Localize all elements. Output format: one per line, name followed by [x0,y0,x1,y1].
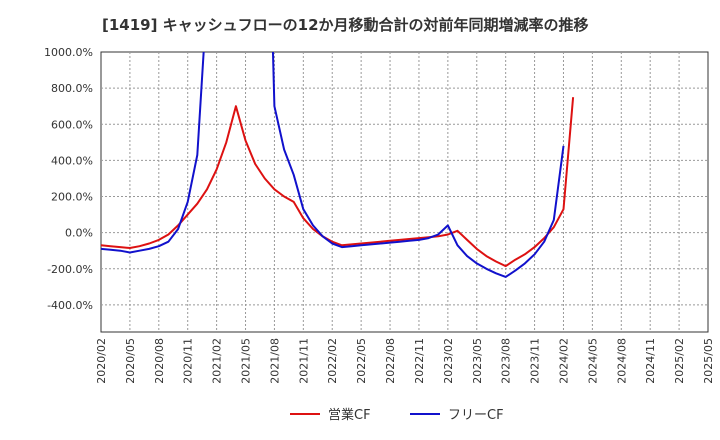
x-tick-label: 2022/08 [384,338,397,384]
x-tick-label: 2023/05 [471,338,484,384]
x-tick-label: 2021/11 [297,338,310,384]
x-tick-label: 2020/11 [182,338,195,384]
grid-lines [101,52,708,332]
x-tick-label: 2021/05 [240,338,253,384]
y-tick-label: 600.0% [51,118,93,131]
x-tick-label: 2023/11 [529,338,542,384]
x-tick-label: 2024/08 [615,338,628,384]
x-tick-label: 2023/02 [442,338,455,384]
chart-title: [1419] キャッシュフローの12か月移動合計の対前年同期増減率の推移 [102,16,589,34]
x-tick-label: 2024/11 [644,338,657,384]
x-tick-label: 2025/05 [702,338,715,384]
legend-label-2: フリーCF [448,408,504,423]
y-tick-label: -400.0% [47,299,93,312]
x-tick-label: 2022/02 [326,338,339,384]
x-axis-ticks: 2020/02 2020/05 2020/08 2020/11 2021/02 2021/… [95,338,715,384]
y-axis-ticks: 1000.0% 800.0% 600.0% 400.0% 200.0% 0.0% -200.… [44,46,93,312]
x-tick-label: 2024/02 [557,338,570,384]
x-tick-label: 2020/05 [124,338,137,384]
x-tick-label: 2022/05 [355,338,368,384]
x-tick-label: 2020/02 [95,338,108,384]
x-tick-label: 2022/11 [413,338,426,384]
series-group [101,52,575,278]
y-tick-label: 800.0% [51,82,93,95]
x-tick-label: 2021/02 [211,338,224,384]
y-tick-label: -200.0% [47,263,93,276]
legend-label-1: 営業CF [328,407,371,423]
x-tick-label: 2025/02 [673,338,686,384]
y-tick-label: 0.0% [65,227,93,240]
x-tick-label: 2021/08 [268,338,281,384]
series-line-2 [101,52,565,278]
x-tick-label: 2024/05 [586,338,599,384]
x-tick-label: 2023/08 [500,338,513,384]
legend: 営業CF フリーCF [290,407,504,423]
y-tick-label: 400.0% [51,154,93,167]
y-tick-label: 200.0% [51,191,93,204]
y-tick-label: 1000.0% [44,46,93,59]
x-tick-label: 2020/08 [153,338,166,384]
plot-area [100,51,709,333]
